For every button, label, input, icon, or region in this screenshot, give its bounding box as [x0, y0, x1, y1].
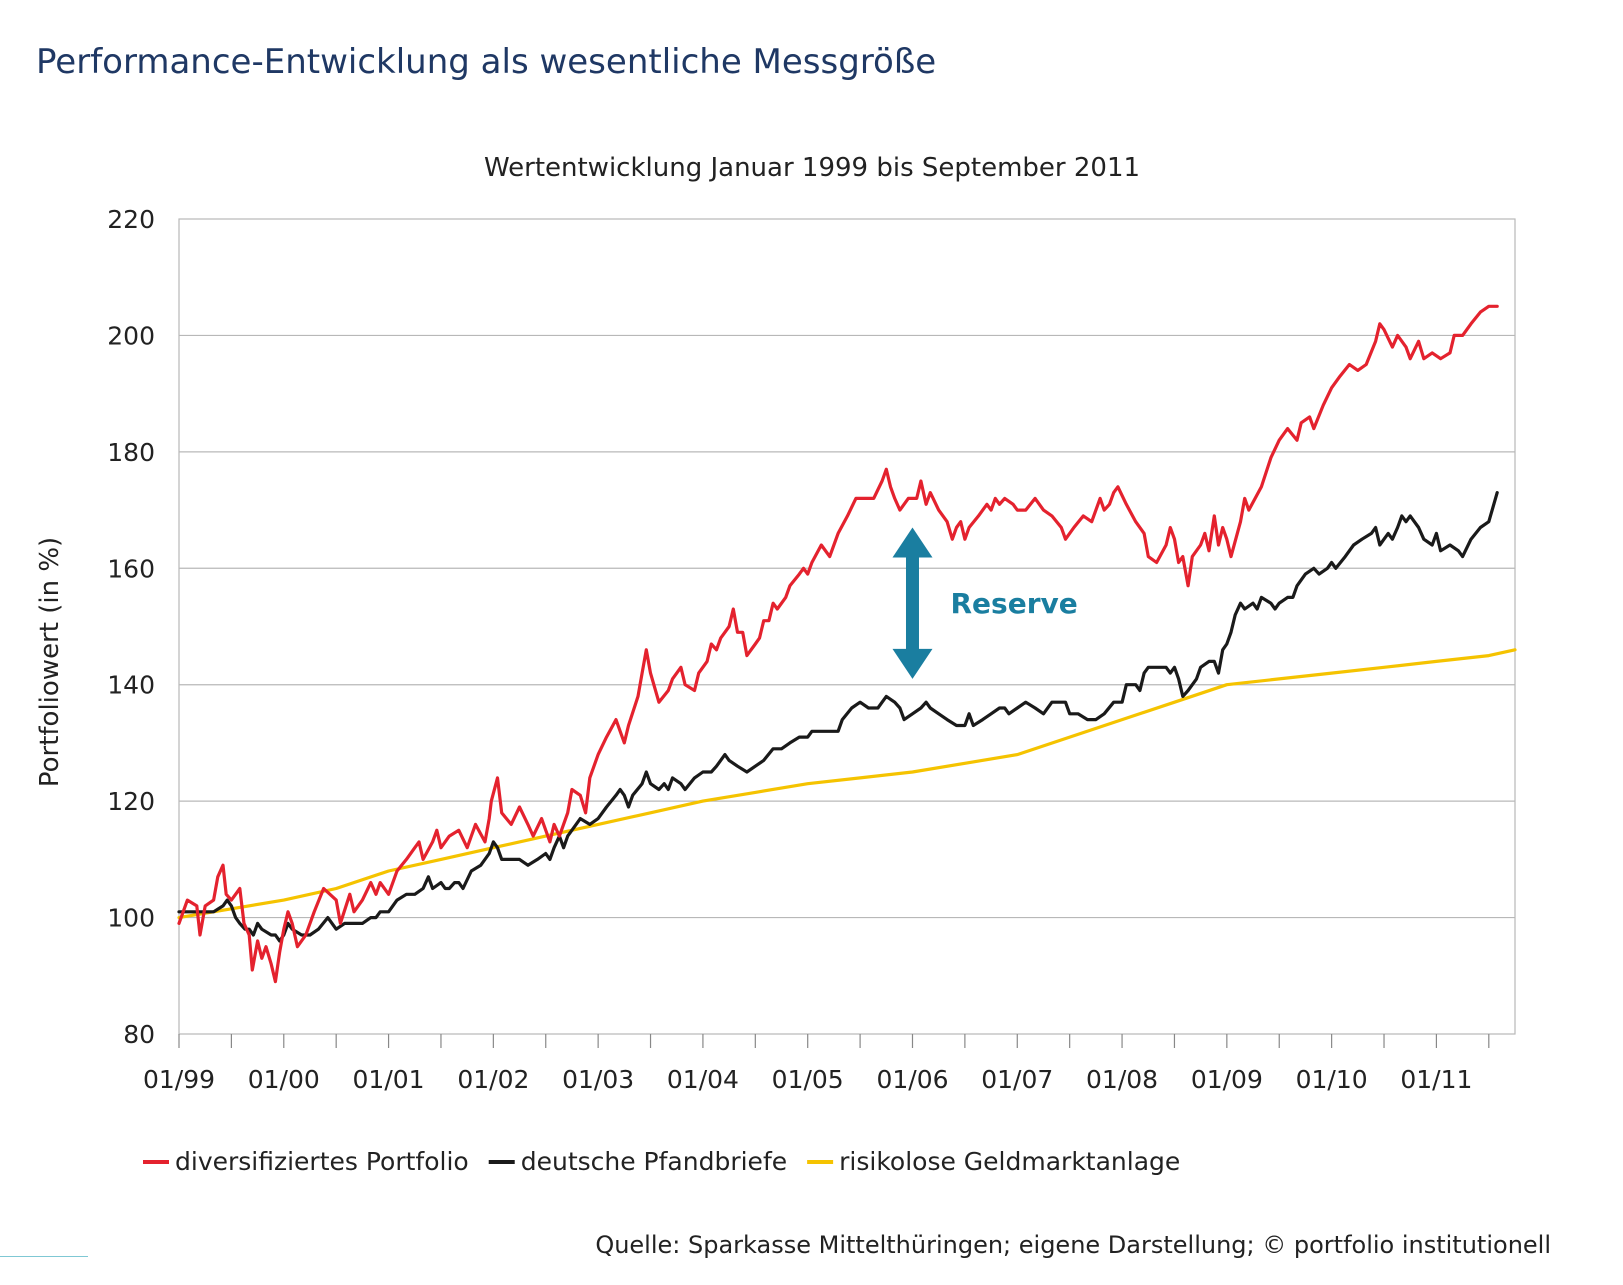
- series-lines: [177, 304, 1517, 984]
- x-tick-label: 01/10: [1296, 1065, 1368, 1094]
- legend-item-3: risikolose Geldmarktanlage: [839, 1147, 1180, 1176]
- x-tick-label: 01/03: [562, 1065, 634, 1094]
- y-tick-label: 160: [107, 554, 155, 583]
- x-tick-label: 01/06: [876, 1065, 948, 1094]
- legend-item-1: diversifiziertes Portfolio: [175, 1147, 469, 1176]
- y-tick-label: 140: [107, 671, 155, 700]
- gridlines: [178, 218, 1516, 1035]
- legend: diversifiziertes Portfolio deutsche Pfand…: [143, 1147, 1180, 1176]
- y-tick-label: 80: [123, 1020, 155, 1049]
- chart-title: Wertentwicklung Januar 1999 bis Septembe…: [484, 153, 1140, 183]
- y-tick-label: 200: [107, 321, 155, 350]
- reserve-arrow-head-up: [892, 527, 933, 558]
- reserve-label: Reserve: [950, 587, 1077, 620]
- legend-item-2: deutsche Pfandbriefe: [521, 1147, 787, 1176]
- y-tick-label: 180: [107, 438, 155, 467]
- plot-frame: [178, 218, 1516, 1035]
- source-note: Quelle: Sparkasse Mittelthüringen; eigen…: [595, 1231, 1551, 1259]
- x-tick-label: 01/07: [981, 1065, 1053, 1094]
- y-tick-label: 120: [107, 787, 155, 816]
- x-tick-label: 01/09: [1191, 1065, 1263, 1094]
- y-axis-label: Portfoliowert (in %): [35, 537, 65, 787]
- reserve-arrow-head-down: [892, 648, 933, 679]
- x-tick-label: 01/02: [457, 1065, 529, 1094]
- series-line-3: [177, 648, 1517, 920]
- series-line-1: [177, 304, 1499, 984]
- x-tick-label: 01/01: [353, 1065, 425, 1094]
- x-tick-label: 01/11: [1400, 1065, 1472, 1094]
- y-axis-ticks: 80 100 120 140 160 180 200 220: [107, 205, 155, 1049]
- x-tick-label: 01/00: [248, 1065, 320, 1094]
- x-axis-ticks: 01/99 01/00 01/01 01/02 01/03 01/04 01/05 01/06…: [143, 1034, 1490, 1094]
- x-tick-label: 01/05: [772, 1065, 844, 1094]
- x-tick-label: 01/99: [143, 1065, 215, 1094]
- x-tick-label: 01/04: [667, 1065, 739, 1094]
- y-tick-label: 100: [107, 904, 155, 933]
- reserve-annotation: Reserve: [892, 527, 1078, 679]
- accent-line: [0, 1256, 88, 1257]
- page-title: Performance-Entwicklung als wesentliche …: [36, 42, 937, 82]
- y-tick-label: 220: [107, 205, 155, 234]
- x-tick-label: 01/08: [1086, 1065, 1158, 1094]
- series-line-2: [177, 491, 1499, 943]
